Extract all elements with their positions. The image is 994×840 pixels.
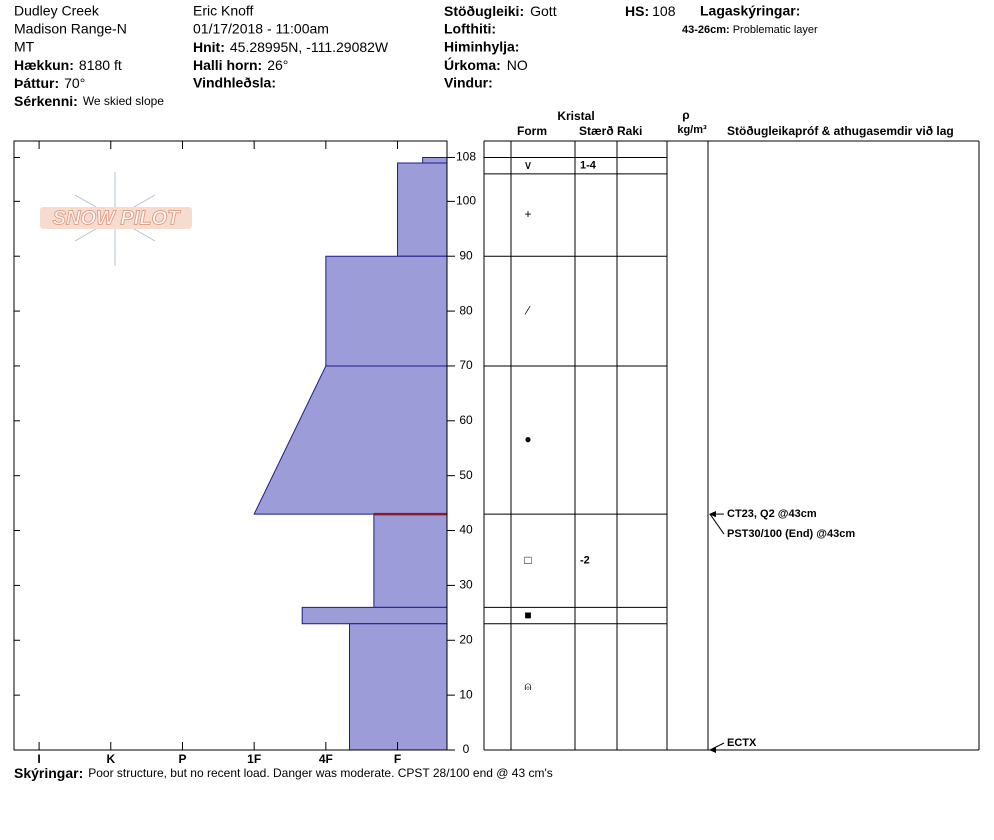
x-tick-label: 1F	[247, 752, 261, 766]
field-value: 70°	[64, 75, 85, 91]
grain-size: 1-4	[580, 160, 597, 172]
table-column: Raki	[617, 124, 642, 138]
grain-form: ∨	[524, 158, 533, 172]
field-label: Lofthiti:	[444, 21, 496, 37]
y-tick-label: 60	[459, 413, 473, 427]
hardness-layer	[325, 255, 448, 367]
logo-band	[40, 207, 192, 229]
footer-label: Skýringar:	[14, 765, 83, 781]
hardness-layer	[373, 513, 448, 608]
grain-form: ■	[524, 608, 531, 622]
field: HS: 108	[625, 3, 676, 19]
field: Hnit: 45.28995N, -111.29082W	[193, 39, 389, 55]
test-arrowhead	[709, 511, 716, 518]
location: MT	[14, 39, 35, 55]
field-value: Gott	[530, 3, 557, 19]
field-label: Hækkun:	[14, 57, 74, 73]
field: Stöðugleiki: Gott	[444, 3, 557, 19]
y-tick-label: 30	[459, 578, 473, 592]
field-value: 8180 ft	[79, 57, 122, 73]
observer: Eric Knoff	[193, 3, 254, 19]
field: Halli horn: 26°	[193, 57, 288, 73]
field-label: Stöðugleiki:	[444, 3, 524, 19]
test-arrowhead	[709, 747, 716, 753]
density-unit: kg/m³	[677, 124, 707, 136]
x-tick-label: F	[394, 752, 401, 766]
field-label: Úrkoma:	[444, 56, 501, 73]
y-tick-label: 50	[459, 468, 473, 482]
test-arrow	[709, 513, 725, 535]
hardness-layer	[253, 365, 448, 515]
location: Dudley Creek	[14, 3, 100, 19]
field-value: NO	[507, 57, 528, 73]
hardness-layer	[422, 156, 448, 164]
y-tick-label: 0	[463, 742, 470, 756]
field: Þáttur: 70°	[14, 75, 85, 91]
field-value: 26°	[267, 57, 288, 73]
grain-form: +	[524, 207, 531, 221]
x-tick-label: I	[37, 752, 40, 766]
field: Hækkun: 8180 ft	[14, 57, 122, 73]
y-tick-label: 108	[456, 150, 476, 164]
grain-form: ●	[524, 432, 531, 446]
legend-range: 43-26cm:	[682, 24, 730, 36]
density-symbol: ρ	[682, 108, 689, 122]
logo-text: SNOW PILOT	[53, 207, 181, 229]
field: Sérkenni: We skied slope	[14, 93, 164, 109]
table-group: Kristal	[557, 109, 594, 123]
grain-size: -2	[580, 555, 590, 567]
y-tick-label: 80	[459, 303, 473, 317]
test-label: CT23, Q2 @43cm	[727, 508, 817, 520]
legend-entry: 43-26cm: Problematic layer	[682, 24, 818, 36]
hardness-layer	[301, 606, 448, 625]
table-column: Form	[517, 124, 547, 138]
field-label: Sérkenni:	[14, 93, 78, 109]
field-label: Þáttur:	[14, 75, 59, 91]
x-tick-label: K	[106, 752, 115, 766]
hardness-layer	[397, 162, 448, 257]
test-label: PST30/100 (End) @43cm	[727, 528, 855, 540]
test-label: ECTX	[727, 737, 757, 749]
table-column: Stærð	[579, 124, 614, 138]
field-label: Himinhylja:	[444, 39, 519, 55]
y-tick-label: 100	[456, 194, 476, 208]
grain-form: ⁄	[524, 303, 531, 317]
table-column: Stöðugleikapróf & athugasemdir við lag	[727, 124, 954, 138]
field-label: HS:	[625, 3, 649, 19]
grain-form: ⍝	[524, 679, 531, 693]
legend-text: Problematic layer	[733, 24, 818, 36]
y-tick-label: 10	[459, 687, 473, 701]
grain-form: □	[524, 553, 531, 567]
x-tick-label: 4F	[319, 752, 333, 766]
y-tick-label: 20	[459, 632, 473, 646]
footer: Skýringar: Poor structure, but no recent …	[14, 765, 553, 781]
legend-title: Lagaskýringar:	[700, 3, 800, 19]
field-label: Hnit:	[193, 39, 225, 55]
field-value: 45.28995N, -111.29082W	[230, 39, 389, 55]
y-tick-label: 40	[459, 523, 473, 537]
field-label: Vindur:	[444, 75, 493, 91]
field-value: 108	[652, 3, 676, 19]
hardness-layer	[349, 623, 448, 751]
field: Úrkoma: NO	[444, 56, 528, 73]
field-label: Vindhleðsla:	[193, 75, 276, 91]
field-value: We skied slope	[83, 94, 164, 108]
y-tick-label: 90	[459, 248, 473, 262]
footer-text: Poor structure, but no recent load. Dang…	[88, 766, 553, 780]
datetime: 01/17/2018 - 11:00am	[193, 21, 329, 37]
location: Madison Range-N	[14, 21, 127, 37]
x-tick-label: P	[178, 752, 186, 766]
plot-frame	[13, 140, 448, 751]
y-tick-label: 70	[459, 358, 473, 372]
field-label: Halli horn:	[193, 57, 262, 73]
